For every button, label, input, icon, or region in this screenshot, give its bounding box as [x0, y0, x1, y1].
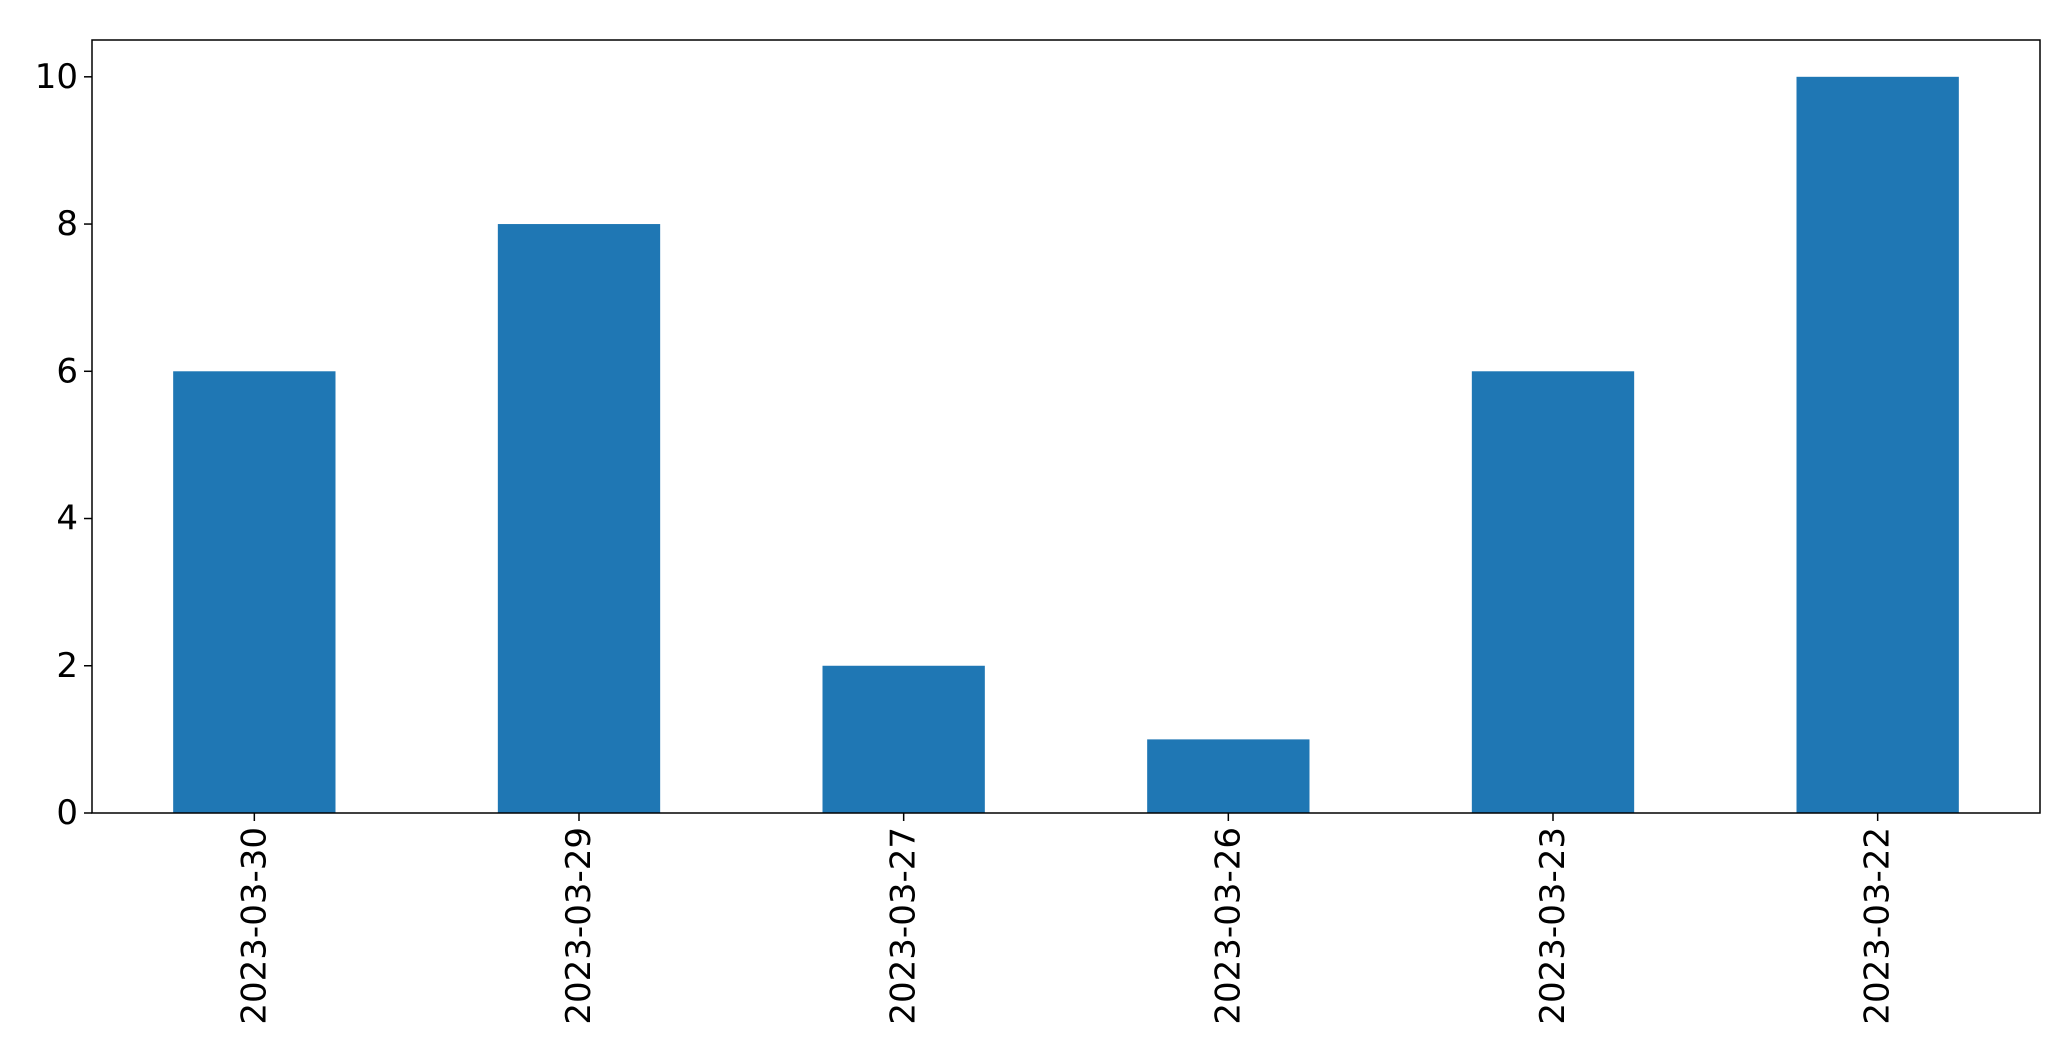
x-tick-label: 2023-03-30	[234, 827, 274, 1025]
bar-2023-03-30	[173, 371, 336, 813]
y-tick-label: 2	[56, 646, 78, 686]
bar-2023-03-22	[1796, 76, 1959, 814]
y-tick-label: 0	[56, 793, 78, 833]
x-axis: 2023-03-30 2023-03-29 2023-03-27 2023-03-26…	[234, 813, 1898, 1025]
plot-area-frame	[91, 39, 2041, 814]
y-tick-label: 6	[56, 351, 78, 391]
bars-group	[173, 76, 1959, 814]
x-tick-label: 2023-03-27	[884, 827, 924, 1025]
x-tick-label: 2023-03-29	[559, 827, 599, 1025]
x-tick-label: 2023-03-22	[1858, 827, 1898, 1025]
x-tick-label: 2023-03-23	[1533, 827, 1573, 1025]
bar-2023-03-26	[1147, 739, 1310, 813]
bar-2023-03-29	[497, 224, 661, 814]
y-tick-label: 8	[56, 204, 78, 244]
bar-2023-03-27	[822, 665, 985, 813]
x-tick-label: 2023-03-26	[1208, 827, 1248, 1025]
y-axis: 0 2 4 6 8 10	[35, 57, 92, 833]
bar-2023-03-23	[1471, 371, 1635, 813]
y-tick-label: 4	[56, 499, 78, 539]
y-tick-label: 10	[35, 57, 78, 97]
